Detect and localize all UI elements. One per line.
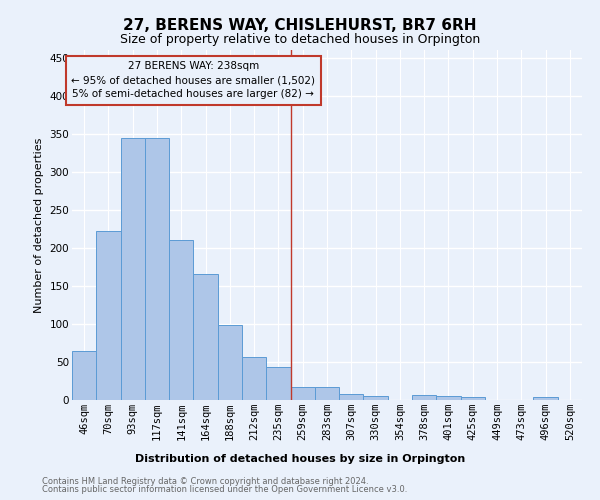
- Bar: [412, 394, 436, 400]
- Bar: [72, 350, 96, 400]
- Bar: [461, 397, 485, 400]
- Text: Distribution of detached houses by size in Orpington: Distribution of detached houses by size …: [135, 454, 465, 464]
- Text: Contains public sector information licensed under the Open Government Licence v3: Contains public sector information licen…: [42, 486, 407, 494]
- Text: Contains HM Land Registry data © Crown copyright and database right 2024.: Contains HM Land Registry data © Crown c…: [42, 477, 368, 486]
- Y-axis label: Number of detached properties: Number of detached properties: [34, 138, 44, 312]
- Bar: [315, 387, 339, 400]
- Bar: [121, 138, 145, 400]
- Bar: [145, 138, 169, 400]
- Text: 27, BERENS WAY, CHISLEHURST, BR7 6RH: 27, BERENS WAY, CHISLEHURST, BR7 6RH: [123, 18, 477, 32]
- Bar: [242, 356, 266, 400]
- Bar: [533, 397, 558, 400]
- Bar: [436, 396, 461, 400]
- Bar: [290, 387, 315, 400]
- Bar: [266, 368, 290, 400]
- Text: Size of property relative to detached houses in Orpington: Size of property relative to detached ho…: [120, 32, 480, 46]
- Bar: [96, 231, 121, 400]
- Bar: [193, 274, 218, 400]
- Bar: [339, 394, 364, 400]
- Text: 27 BERENS WAY: 238sqm
← 95% of detached houses are smaller (1,502)
5% of semi-de: 27 BERENS WAY: 238sqm ← 95% of detached …: [71, 62, 316, 100]
- Bar: [364, 396, 388, 400]
- Bar: [169, 240, 193, 400]
- Bar: [218, 324, 242, 400]
